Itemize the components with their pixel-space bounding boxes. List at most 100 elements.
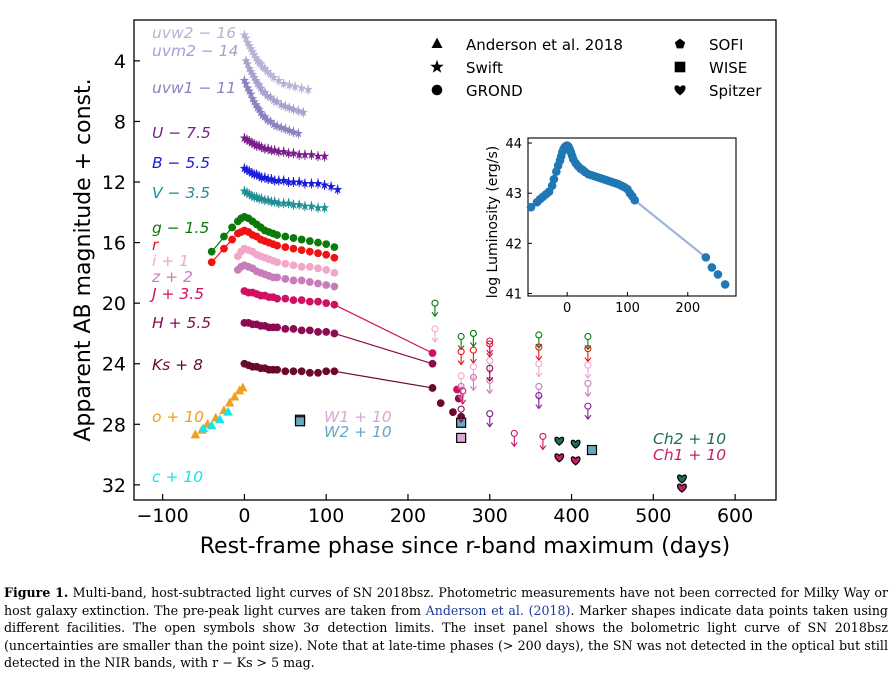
- upper-limit-arrowhead: [535, 372, 543, 378]
- upper-limit-g: [535, 331, 543, 339]
- band-label-16: W2 + 10: [324, 423, 392, 441]
- data-point-z: [289, 276, 298, 285]
- upper-limit-arrowhead: [469, 375, 477, 381]
- data-point-Ch2: [554, 436, 565, 446]
- data-point-g: [297, 235, 306, 244]
- upper-limit-arrowhead: [459, 399, 467, 405]
- inset-data-point: [707, 263, 717, 272]
- data-point-H: [297, 326, 306, 335]
- data-point-g: [305, 237, 314, 245]
- data-point-J: [289, 296, 298, 305]
- upper-limit-arrowhead: [486, 422, 494, 428]
- upper-limit-z: [584, 379, 592, 387]
- inset-data-point: [701, 253, 711, 262]
- x-tick-label: 300: [472, 505, 508, 527]
- data-point-c: [198, 423, 209, 433]
- gap-connector-line: [334, 370, 433, 389]
- legend-marker-circle: [431, 84, 443, 96]
- figure: −100 0 100 200 300 400 500 600 4 8 12 16 20 24 28 32 Res…: [71, 19, 777, 559]
- legend-label: WISE: [709, 59, 747, 77]
- data-point-r: [220, 244, 228, 253]
- data-point-W1: [456, 432, 467, 444]
- upper-limit-i: [431, 325, 439, 333]
- data-point-z: [273, 273, 282, 282]
- upper-limit-arrowhead: [584, 373, 592, 380]
- data-point-c: [206, 420, 217, 430]
- upper-limit-arrowhead: [469, 386, 477, 392]
- legend: Anderson et al. 2018 Swift GROND SOFI WISE Sp…: [430, 36, 762, 100]
- upper-limit-J: [510, 429, 518, 437]
- inset-gap-line: [634, 199, 707, 259]
- data-point-i: [314, 264, 322, 273]
- gap-connector-line: [334, 332, 433, 365]
- data-point-r: [314, 249, 322, 258]
- upper-limit-i: [535, 360, 543, 368]
- upper-limit-arrowhead: [469, 342, 477, 348]
- data-point-o: [190, 429, 201, 439]
- inset-data-point: [630, 195, 640, 205]
- data-point-H: [322, 328, 331, 336]
- upper-limit-g: [469, 329, 477, 337]
- upper-limit-J: [539, 432, 547, 440]
- data-point-J: [281, 294, 290, 303]
- upper-limit-arrowhead: [457, 345, 465, 351]
- upper-limit-i: [469, 363, 477, 371]
- inset-plot: 0 100 200 41 42 43 44 log Luminosity (erg/s): [485, 137, 737, 316]
- gap-connector-line: [334, 304, 433, 354]
- data-point-Ch1: [554, 453, 565, 463]
- inset-data-point: [526, 202, 536, 212]
- upper-limit-arrowhead: [486, 389, 494, 395]
- inset-y-tick-label: 42: [505, 237, 522, 252]
- upper-limit-z: [535, 382, 543, 390]
- inset-data-point: [547, 181, 557, 190]
- inset-x-tick-label: 0: [563, 301, 571, 316]
- data-point-r: [289, 244, 298, 253]
- data-point-z: [281, 275, 290, 283]
- y-tick-label: 4: [114, 51, 126, 73]
- data-point-r: [330, 253, 339, 262]
- band-label-8: i + 1: [152, 252, 189, 270]
- data-point-i: [289, 261, 298, 270]
- data-point-g: [273, 231, 282, 239]
- data-point-g: [281, 232, 290, 241]
- upper-limit-g: [457, 332, 465, 341]
- caption-text-1: Multi-band, host-subtracted light curves…: [4, 585, 888, 618]
- upper-limit-arrowhead: [584, 414, 592, 421]
- figure-caption: Figure 1. Multi-band, host-subtracted li…: [4, 584, 888, 672]
- data-point-Ks: [330, 367, 339, 376]
- band-label-9: z + 2: [151, 268, 193, 286]
- main-plot: −100 0 100 200 300 400 500 600 4 8 12 16 20 24 28 32 Res…: [71, 19, 777, 559]
- data-point-r: [228, 235, 237, 244]
- data-point-H: [330, 329, 339, 338]
- upper-limit-arrowhead: [510, 442, 518, 448]
- x-tick-label: −100: [137, 505, 189, 527]
- upper-limit-arrowhead: [457, 417, 465, 424]
- y-tick-label: 28: [102, 414, 126, 436]
- y-tick-label: 16: [102, 233, 126, 255]
- legend-marker-triangle: [431, 37, 443, 49]
- data-point-r: [297, 246, 306, 255]
- upper-limit-arrowhead: [486, 376, 494, 383]
- caption-citation-link[interactable]: Anderson et al. (2018): [425, 602, 571, 618]
- data-point-z: [330, 282, 339, 291]
- data-point-z: [305, 278, 314, 286]
- legend-marker-heart: [674, 85, 686, 96]
- data-point-z: [297, 276, 306, 285]
- data-point-Ks: [289, 367, 298, 376]
- upper-limit-arrowhead: [431, 311, 439, 318]
- legend-label: GROND: [466, 82, 523, 100]
- upper-limit-arrowhead: [584, 357, 592, 363]
- y-tick-label: 32: [102, 475, 126, 497]
- data-point-r: [305, 247, 314, 256]
- inset-data-point: [713, 270, 723, 279]
- upper-limit-i: [486, 357, 494, 365]
- legend-marker-star: [430, 59, 444, 73]
- upper-limit-H: [457, 405, 465, 413]
- inset-y-axis-label: log Luminosity (erg/s): [485, 146, 501, 299]
- data-point-c: [215, 414, 225, 424]
- data-point-H: [305, 326, 314, 335]
- upper-limit-arrowhead: [535, 404, 543, 410]
- data-point-r: [273, 241, 282, 250]
- data-point-W2: [294, 416, 306, 427]
- data-point-Ks: [428, 384, 437, 392]
